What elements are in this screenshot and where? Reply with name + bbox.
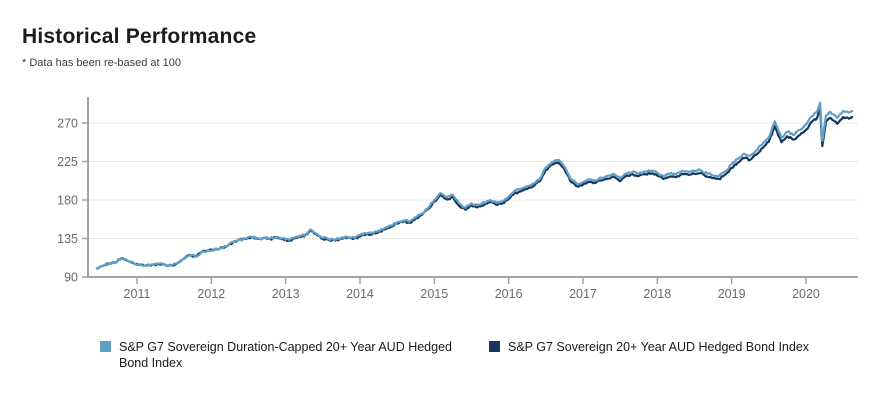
- chart-canvas: 90 135 180 225 270 2011 2012 2013 2014 2015 2016 20…: [57, 97, 858, 301]
- x-tick-label: 2011: [124, 287, 151, 301]
- x-tick-label: 2019: [718, 287, 746, 301]
- y-tick-label: 90: [64, 271, 78, 285]
- legend-label-duration-capped: S&P G7 Sovereign Duration-Capped 20+ Yea…: [119, 340, 452, 370]
- legend-item-20y-index: S&P G7 Sovereign 20+ Year AUD Hedged Bon…: [489, 339, 869, 355]
- x-tick-label: 2013: [272, 287, 300, 301]
- series-line-20y: [95, 106, 854, 270]
- y-tick-label: 180: [57, 194, 78, 208]
- x-tick-label: 2018: [643, 287, 671, 301]
- x-tick-label: 2012: [197, 287, 225, 301]
- y-tick-label: 135: [57, 232, 78, 246]
- y-tick-label: 225: [57, 155, 78, 169]
- performance-line-chart: 90 135 180 225 270 2011 2012 2013 2014 2015 2016 20…: [57, 97, 858, 301]
- x-tick-label: 2015: [420, 287, 448, 301]
- series-line-duration-capped: [95, 101, 854, 270]
- y-tick-label: 270: [57, 117, 78, 131]
- x-tick-label: 2017: [569, 287, 597, 301]
- rebase-note: * Data has been re-based at 100: [22, 57, 182, 69]
- legend-label-20y: S&P G7 Sovereign 20+ Year AUD Hedged Bon…: [508, 340, 810, 354]
- x-tick-label: 2016: [495, 287, 523, 301]
- x-tick-label: 2020: [792, 287, 820, 301]
- page-title: Historical Performance: [22, 25, 257, 48]
- legend-item-duration-capped-index: S&P G7 Sovereign Duration-Capped 20+ Yea…: [100, 339, 480, 371]
- x-tick-label: 2014: [346, 287, 374, 301]
- legend-swatch-duration-capped-icon: [100, 341, 111, 352]
- legend-swatch-20y-icon: [489, 341, 500, 352]
